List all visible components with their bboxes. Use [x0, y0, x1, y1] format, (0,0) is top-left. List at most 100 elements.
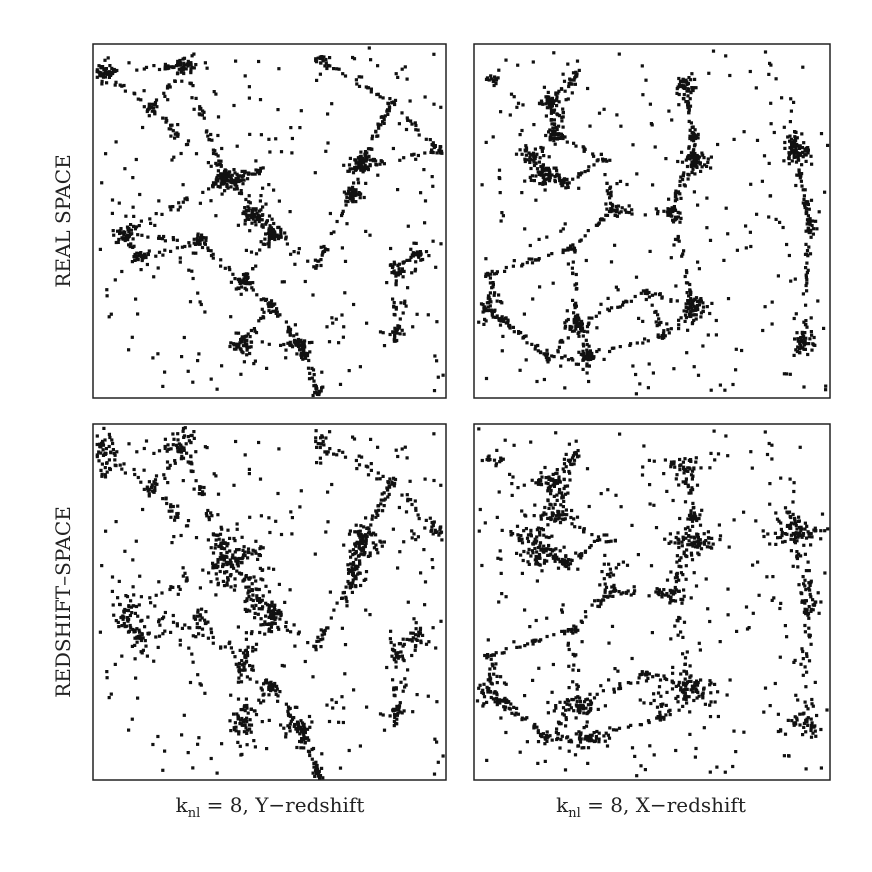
particle [806, 214, 810, 218]
particle [157, 634, 162, 638]
particle [789, 279, 793, 283]
particle [800, 132, 804, 136]
particle [182, 446, 186, 450]
particle [802, 725, 806, 729]
particle [279, 232, 283, 237]
particle [709, 700, 713, 704]
particle [129, 599, 133, 603]
particle [748, 69, 752, 74]
particle [560, 356, 564, 360]
particle [326, 141, 330, 145]
particle [394, 448, 398, 452]
particle [679, 672, 683, 676]
particle [598, 583, 602, 587]
particle [226, 542, 230, 546]
particle [186, 751, 190, 755]
particle [123, 549, 127, 553]
particle [563, 324, 568, 328]
particle [109, 312, 113, 316]
particle [275, 307, 279, 311]
particle [328, 56, 332, 60]
particle [276, 108, 280, 112]
particle [169, 585, 173, 589]
particle [684, 78, 688, 82]
particle [539, 173, 543, 177]
particle [681, 681, 685, 685]
particle [143, 625, 147, 629]
particle [495, 270, 499, 274]
particle [341, 72, 345, 76]
particle [396, 324, 400, 328]
particle [552, 110, 556, 114]
particle [111, 229, 115, 233]
particle [477, 686, 481, 690]
particle [166, 64, 170, 68]
particle [258, 199, 262, 203]
particle [586, 358, 590, 362]
particle [168, 205, 172, 209]
particle [298, 126, 302, 130]
particle [168, 463, 172, 467]
particle [259, 166, 263, 170]
particle [173, 459, 177, 463]
particle [218, 185, 222, 189]
particle [681, 97, 685, 101]
particle [152, 490, 156, 494]
particle [187, 62, 191, 66]
particle [551, 281, 555, 285]
particle [329, 231, 333, 236]
particle [539, 514, 543, 518]
particle [299, 719, 303, 723]
particle [372, 546, 376, 550]
particle [103, 58, 107, 62]
particle [288, 725, 292, 729]
particle [298, 739, 302, 744]
particle [356, 177, 360, 181]
particle [491, 653, 495, 657]
particle [694, 86, 698, 90]
particle [592, 539, 596, 543]
particle [805, 717, 809, 721]
particle [318, 774, 323, 778]
particle [561, 250, 565, 255]
particle [517, 330, 521, 334]
particle [249, 723, 254, 727]
particle [279, 227, 283, 231]
particle [574, 272, 578, 277]
particle [282, 726, 286, 730]
particle [249, 632, 254, 636]
particle [671, 671, 675, 675]
particle [103, 475, 108, 479]
particle [299, 725, 303, 730]
particle [154, 474, 159, 478]
particle [279, 343, 283, 347]
particle [804, 336, 808, 340]
particle [245, 651, 249, 655]
particle [580, 746, 584, 750]
particle [695, 681, 699, 685]
particle [284, 702, 288, 706]
particle [677, 545, 681, 550]
particle [140, 258, 144, 263]
particle [241, 555, 245, 559]
particle [542, 550, 546, 554]
particle [576, 362, 580, 366]
particle [792, 316, 796, 321]
particle [246, 275, 250, 280]
particle [257, 219, 261, 224]
particle [236, 680, 240, 684]
particle [755, 138, 760, 142]
particle [392, 337, 396, 341]
particle [556, 350, 560, 354]
particle [687, 111, 691, 115]
particle [791, 512, 795, 516]
particle [635, 172, 639, 176]
particle [310, 366, 314, 370]
particle [226, 186, 230, 190]
particle [244, 334, 248, 338]
particle [693, 162, 697, 166]
particle [540, 569, 544, 573]
particle [214, 543, 218, 547]
particle [261, 605, 265, 609]
particle [180, 626, 184, 630]
